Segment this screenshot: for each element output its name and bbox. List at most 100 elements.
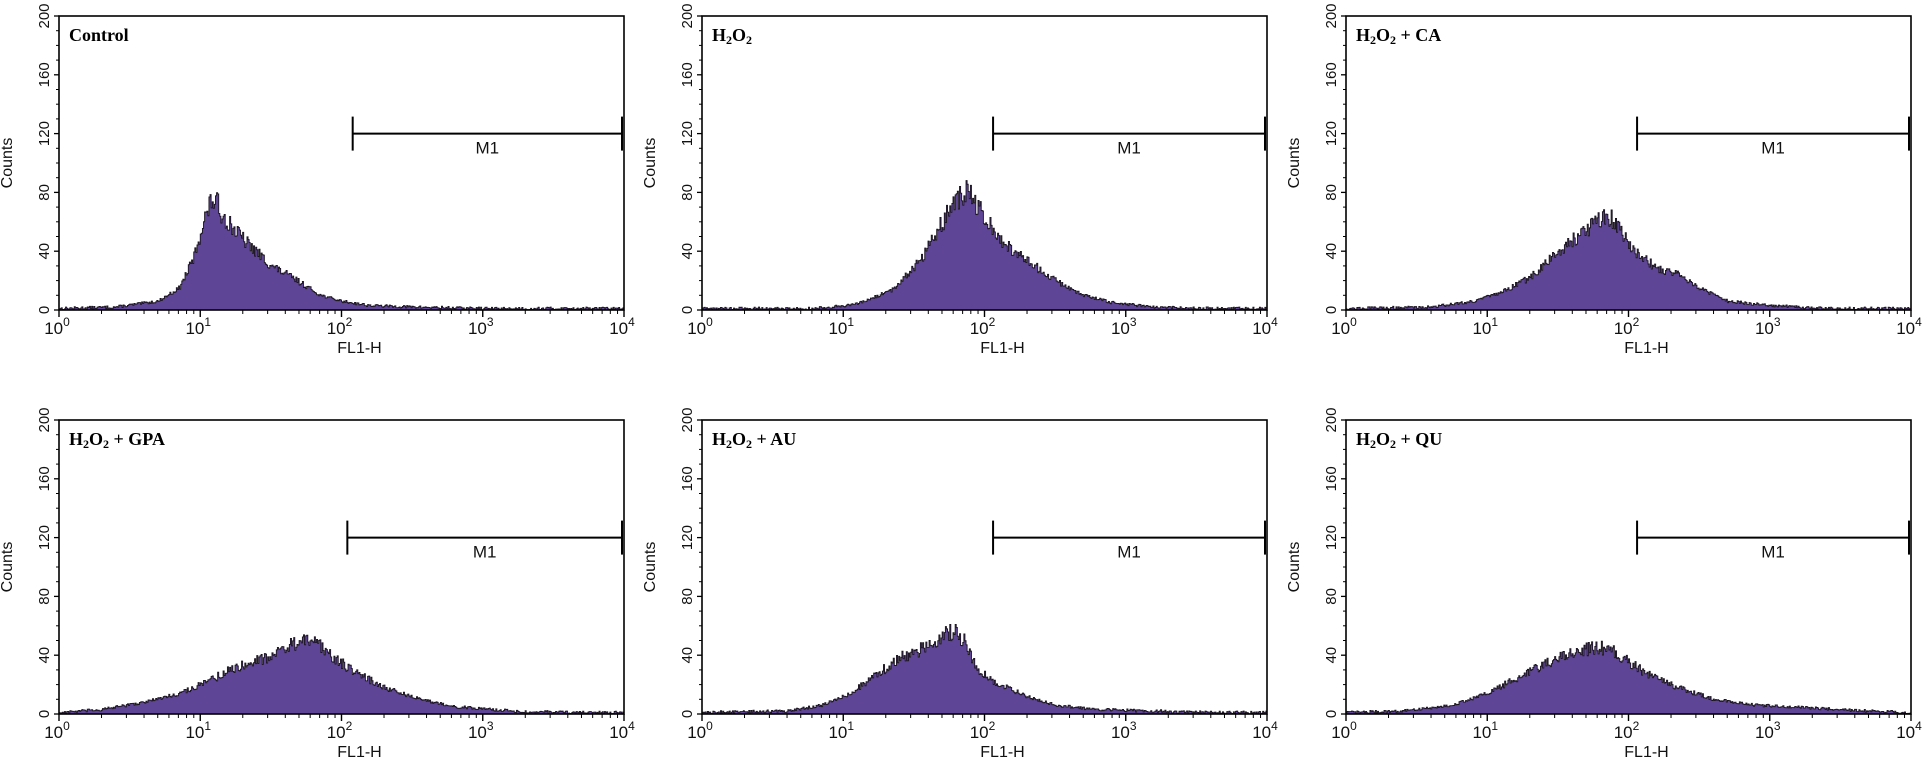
y-tick-label: 0	[1323, 306, 1340, 314]
y-tick-label: 120	[36, 121, 53, 146]
y-axis-label: Counts	[0, 138, 16, 189]
histogram-area	[58, 192, 625, 311]
y-tick-label: 40	[679, 243, 696, 260]
x-tick-label: 103	[468, 719, 494, 742]
histogram-area	[701, 180, 1268, 311]
x-tick-label: 101	[185, 315, 211, 338]
y-tick-label: 80	[1323, 588, 1340, 605]
panel-title: H2O2 + QU	[1356, 429, 1442, 451]
panel-title: H2O2 + GPA	[69, 429, 165, 451]
y-tick-label: 120	[1323, 525, 1340, 550]
marker-label: M1	[473, 543, 497, 562]
marker-label: M1	[1761, 139, 1785, 158]
y-tick-label: 160	[679, 466, 696, 491]
y-tick-label: 200	[679, 3, 696, 28]
y-axis-label: Counts	[642, 138, 659, 189]
marker-label: M1	[1761, 543, 1785, 562]
y-tick-label: 160	[679, 62, 696, 87]
y-tick-label: 120	[679, 525, 696, 550]
histogram-panel: 0 40 80 120 160 200 100 101 102 103 104 FL1-H Counts…	[642, 407, 1278, 761]
x-tick-label: 102	[970, 719, 996, 742]
x-axis-label: FL1-H	[1624, 744, 1668, 761]
y-tick-label: 80	[1323, 184, 1340, 201]
x-tick-label: 104	[609, 719, 635, 742]
y-tick-label: 40	[36, 647, 53, 664]
panel-title: H2O2 + AU	[712, 429, 796, 451]
x-tick-label: 101	[1472, 315, 1498, 338]
x-tick-label: 104	[1252, 719, 1278, 742]
histogram-panel: 0 40 80 120 160 200 100 101 102 103 104 FL1-H Counts…	[642, 3, 1278, 357]
x-tick-label: 103	[1755, 719, 1781, 742]
x-tick-label: 101	[1472, 719, 1498, 742]
y-tick-label: 160	[36, 62, 53, 87]
y-axis-label: Counts	[1286, 542, 1303, 593]
x-axis-label: FL1-H	[980, 340, 1024, 357]
y-tick-label: 80	[679, 184, 696, 201]
x-tick-label: 100	[687, 719, 713, 742]
x-tick-label: 101	[828, 315, 854, 338]
y-tick-label: 40	[1323, 243, 1340, 260]
histogram-area	[1345, 209, 1912, 311]
y-tick-label: 40	[1323, 647, 1340, 664]
y-tick-label: 0	[679, 306, 696, 314]
marker-label: M1	[1117, 543, 1141, 562]
x-axis-label: FL1-H	[1624, 340, 1668, 357]
y-tick-label: 80	[36, 588, 53, 605]
y-tick-label: 120	[1323, 121, 1340, 146]
x-tick-label: 100	[1331, 719, 1357, 742]
y-tick-label: 40	[679, 647, 696, 664]
x-tick-label: 100	[44, 315, 70, 338]
marker-label: M1	[476, 139, 500, 158]
x-axis-label: FL1-H	[337, 340, 381, 357]
plot-frame	[701, 419, 1268, 715]
x-tick-label: 100	[687, 315, 713, 338]
y-tick-label: 0	[1323, 710, 1340, 718]
y-tick-label: 200	[1323, 407, 1340, 432]
x-tick-label: 104	[609, 315, 635, 338]
x-tick-label: 102	[327, 719, 353, 742]
y-tick-label: 200	[36, 3, 53, 28]
x-tick-label: 104	[1252, 315, 1278, 338]
panel-title: Control	[69, 25, 129, 45]
x-tick-label: 100	[44, 719, 70, 742]
x-tick-label: 104	[1896, 719, 1922, 742]
y-tick-label: 120	[36, 525, 53, 550]
histogram-area	[701, 623, 1268, 715]
y-axis-label: Counts	[0, 542, 16, 593]
y-tick-label: 80	[679, 588, 696, 605]
x-tick-label: 103	[468, 315, 494, 338]
histogram-panel: 0 40 80 120 160 200 100 101 102 103 104 FL1-H Counts…	[1286, 3, 1922, 357]
y-tick-label: 40	[36, 243, 53, 260]
y-tick-label: 0	[36, 306, 53, 314]
y-tick-label: 0	[36, 710, 53, 718]
x-tick-label: 103	[1111, 315, 1137, 338]
y-tick-label: 120	[679, 121, 696, 146]
plot-frame	[58, 15, 625, 311]
x-axis-label: FL1-H	[337, 744, 381, 761]
x-tick-label: 102	[1614, 315, 1640, 338]
y-tick-label: 80	[36, 184, 53, 201]
x-axis-label: FL1-H	[980, 744, 1024, 761]
histogram-area	[58, 634, 625, 715]
x-tick-label: 101	[185, 719, 211, 742]
histogram-panel: 0 40 80 120 160 200 100 101 102 103 104 FL1-H Counts…	[0, 3, 635, 357]
y-tick-label: 200	[679, 407, 696, 432]
x-tick-label: 102	[970, 315, 996, 338]
x-tick-label: 104	[1896, 315, 1922, 338]
marker-label: M1	[1117, 139, 1141, 158]
y-tick-label: 200	[36, 407, 53, 432]
y-axis-label: Counts	[1286, 138, 1303, 189]
y-tick-label: 160	[36, 466, 53, 491]
histogram-panel: 0 40 80 120 160 200 100 101 102 103 104 FL1-H Counts…	[1286, 407, 1922, 761]
x-tick-label: 103	[1111, 719, 1137, 742]
x-tick-label: 102	[1614, 719, 1640, 742]
panel-title: H2O2 + CA	[1356, 25, 1441, 47]
histogram-area	[1345, 640, 1912, 715]
y-tick-label: 0	[679, 710, 696, 718]
x-tick-label: 100	[1331, 315, 1357, 338]
x-tick-label: 103	[1755, 315, 1781, 338]
y-tick-label: 200	[1323, 3, 1340, 28]
x-tick-label: 102	[327, 315, 353, 338]
y-tick-label: 160	[1323, 466, 1340, 491]
